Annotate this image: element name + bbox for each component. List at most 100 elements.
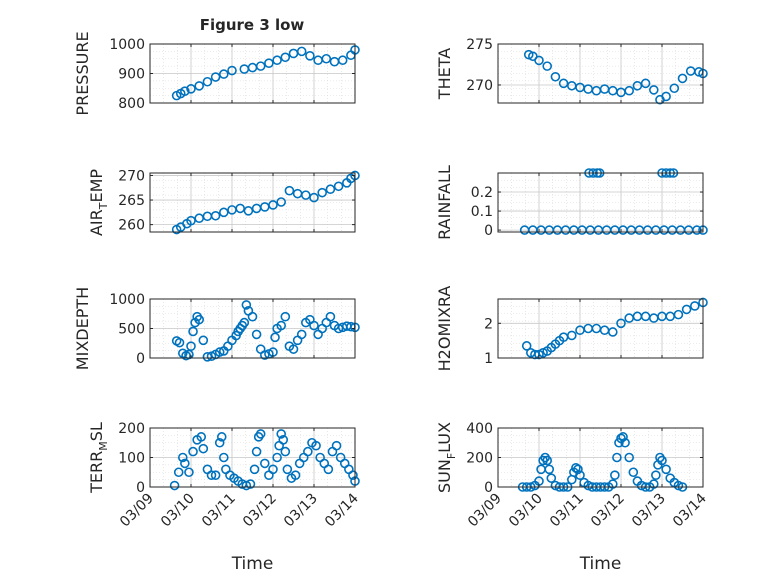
y-axis-label: SUNFLUX [435, 422, 458, 493]
data-point [186, 341, 196, 352]
data-point [612, 452, 622, 463]
data-point [616, 318, 626, 329]
axes-box [149, 172, 356, 233]
data-point [259, 350, 270, 360]
data-point [243, 206, 254, 216]
data-point [196, 432, 207, 442]
data-point [333, 323, 344, 334]
data-point [255, 429, 266, 439]
data-point [288, 344, 299, 354]
data-point [566, 330, 577, 341]
data-point [186, 215, 196, 226]
ticks [497, 173, 704, 232]
data-point [618, 432, 628, 442]
data-point [241, 480, 252, 491]
data-point [268, 200, 278, 210]
data-point [648, 479, 659, 489]
data-point [542, 455, 553, 466]
ticks [497, 43, 704, 103]
data-point [227, 65, 237, 76]
data-point [534, 55, 544, 66]
y-tick-label: 500 [118, 322, 145, 338]
data-point [323, 464, 334, 475]
axes-box [497, 298, 704, 359]
data-point [280, 446, 291, 457]
data-point [194, 314, 204, 325]
y-axis-label-main: TERR [87, 451, 106, 494]
subplot-pressure: 800 900 1000 PRESSURE [73, 31, 360, 116]
data-point [255, 61, 266, 71]
data-point [620, 437, 630, 448]
data-point [251, 329, 262, 340]
data-point [210, 470, 221, 481]
subplot-air-temp: 260 265 270 AIRTEMP [87, 168, 360, 236]
y-tick-label: 0 [484, 480, 493, 496]
data-point [268, 464, 278, 475]
y-tick-label: 800 [118, 96, 145, 112]
data-point [219, 69, 229, 79]
ticks [149, 43, 356, 104]
y-axis-label: AIRTEMP [87, 169, 110, 236]
data-point [607, 327, 618, 337]
y-tick-label: 1000 [109, 292, 145, 308]
data-point [677, 73, 688, 84]
y-tick-label: 0 [136, 480, 145, 496]
data-point [276, 320, 287, 331]
data-point [610, 470, 620, 481]
data-point [550, 71, 561, 82]
data-point [219, 452, 229, 463]
data-point [259, 458, 270, 469]
figure-title: Figure 3 low [200, 16, 305, 34]
y-tick-label: 0 [136, 351, 145, 367]
data-point [272, 452, 282, 463]
data-point [219, 207, 229, 218]
series-markers [521, 297, 708, 360]
ticks [149, 427, 356, 488]
data-point [325, 184, 336, 195]
y-axis-label-main: H2OMIXRA [435, 286, 454, 372]
y-tick-label: 900 [118, 67, 145, 83]
y-tick-label: 200 [466, 451, 493, 467]
data-point [669, 83, 680, 94]
y-axis-label-main: SUN [435, 459, 454, 493]
y-axis-label: PRESSURE [73, 31, 92, 115]
data-point [249, 464, 260, 475]
y-tick-label: 0.2 [471, 185, 493, 201]
y-axis-label-main: AIR [87, 209, 106, 236]
data-point [198, 443, 209, 454]
data-point [624, 452, 635, 463]
series-markers [523, 49, 708, 105]
data-point [657, 455, 667, 466]
data-point [178, 452, 188, 463]
data-point [188, 446, 198, 457]
data-point [521, 341, 532, 351]
y-tick-label: 0.1 [471, 204, 493, 220]
data-point [173, 467, 184, 478]
data-point [305, 50, 315, 61]
y-axis-label-subscript: M [97, 441, 110, 451]
data-point [296, 329, 307, 340]
y-tick-label: 400 [466, 421, 493, 437]
subplot-mixdepth: 0 500 1000 MIXDEPTH [73, 287, 360, 370]
ticks [497, 427, 704, 488]
y-axis-label-main: RAINFALL [435, 165, 454, 240]
data-point [309, 192, 319, 203]
data-point [607, 479, 618, 489]
data-point [290, 470, 301, 481]
data-point [276, 197, 287, 207]
y-axis-label-subscript: T [97, 202, 110, 210]
y-axis-label: THETA [435, 48, 454, 100]
y-tick-label: 265 [118, 193, 145, 209]
data-point [214, 437, 225, 448]
data-point [632, 80, 643, 91]
data-point [348, 470, 358, 481]
data-point [241, 300, 252, 310]
data-point [337, 55, 348, 66]
data-point [194, 81, 204, 91]
data-point [264, 58, 274, 68]
data-point [270, 332, 280, 343]
y-axis-label-main: PRESSURE [73, 31, 92, 115]
y-axis-label: H2OMIXRA [435, 286, 454, 372]
data-point [210, 210, 221, 221]
data-point [272, 55, 282, 66]
